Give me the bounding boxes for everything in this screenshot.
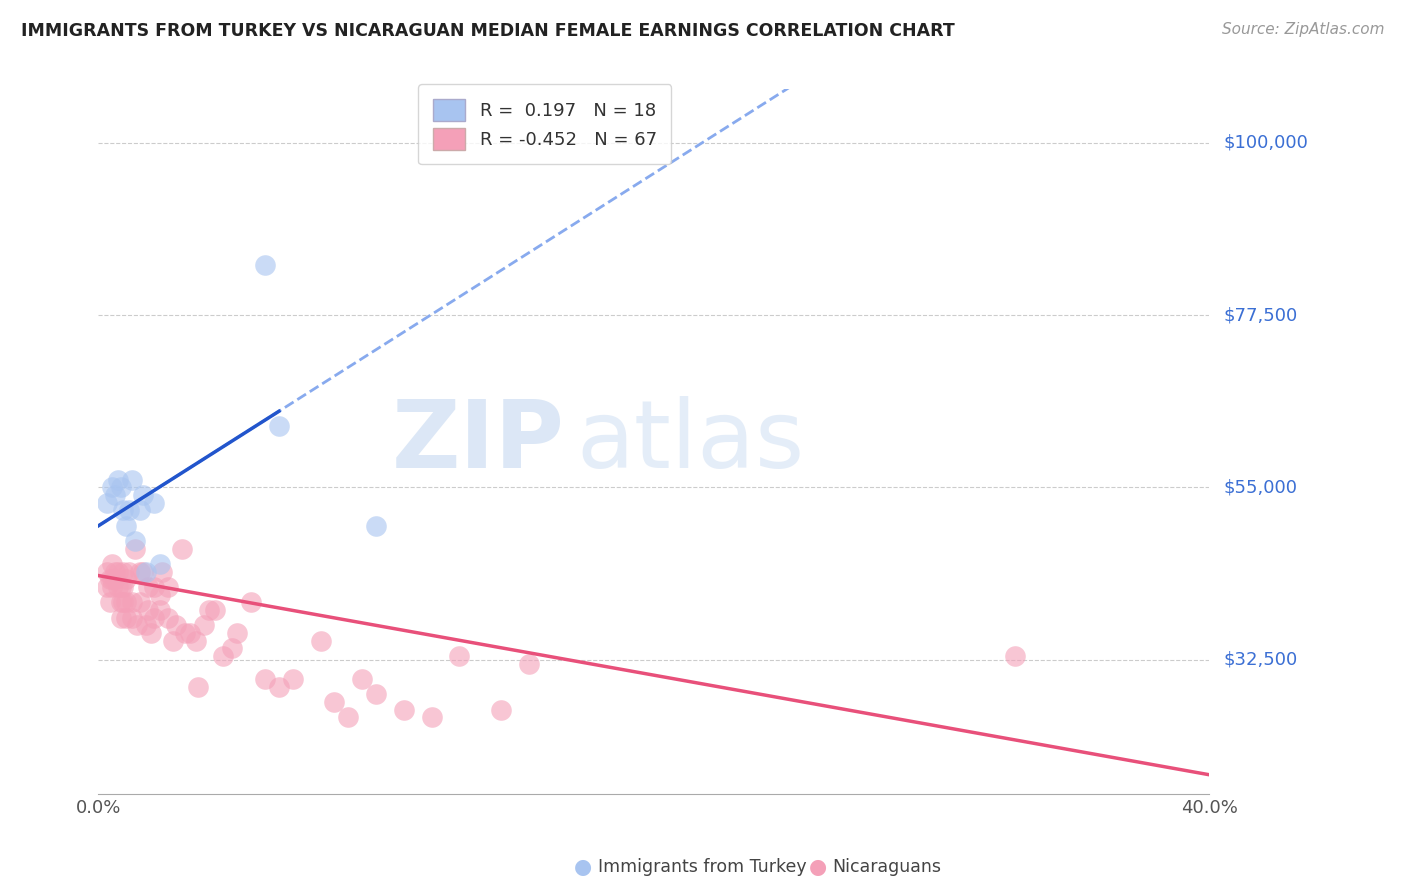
Point xyxy=(337,710,360,724)
Point xyxy=(129,565,152,579)
Text: $77,500: $77,500 xyxy=(1223,306,1298,324)
Point xyxy=(98,573,121,587)
Point xyxy=(132,565,155,579)
Point xyxy=(112,580,135,594)
Point xyxy=(96,496,118,510)
Point xyxy=(323,695,346,709)
Text: atlas: atlas xyxy=(576,395,804,488)
Point xyxy=(156,580,179,594)
Point xyxy=(184,633,207,648)
Point xyxy=(392,703,415,717)
Text: ZIP: ZIP xyxy=(392,395,565,488)
Point xyxy=(366,518,388,533)
Point xyxy=(366,687,388,701)
Point xyxy=(121,610,143,624)
Point xyxy=(110,595,132,609)
Point xyxy=(101,580,124,594)
Text: $32,500: $32,500 xyxy=(1223,651,1298,669)
Point xyxy=(148,588,170,602)
Point xyxy=(162,633,184,648)
Point xyxy=(143,580,166,594)
Point xyxy=(121,473,143,487)
Point xyxy=(118,565,141,579)
Point xyxy=(96,580,118,594)
Point xyxy=(110,481,132,495)
Point xyxy=(135,565,157,579)
Point xyxy=(148,603,170,617)
Point xyxy=(115,610,138,624)
Text: Immigrants from Turkey: Immigrants from Turkey xyxy=(598,858,806,876)
Point xyxy=(193,618,215,632)
Text: Nicaraguans: Nicaraguans xyxy=(832,858,942,876)
Point xyxy=(240,595,263,609)
Point xyxy=(253,258,276,272)
Point xyxy=(143,610,166,624)
Point xyxy=(148,557,170,571)
Legend: R =  0.197   N = 18, R = -0.452   N = 67: R = 0.197 N = 18, R = -0.452 N = 67 xyxy=(419,84,672,164)
Point xyxy=(517,657,540,671)
Point xyxy=(115,518,138,533)
Text: ●: ● xyxy=(575,857,592,877)
Text: $55,000: $55,000 xyxy=(1223,478,1298,497)
Point xyxy=(107,565,129,579)
Point xyxy=(132,488,155,502)
Point xyxy=(170,541,193,556)
Point xyxy=(179,626,201,640)
Point xyxy=(101,573,124,587)
Text: IMMIGRANTS FROM TURKEY VS NICARAGUAN MEDIAN FEMALE EARNINGS CORRELATION CHART: IMMIGRANTS FROM TURKEY VS NICARAGUAN MED… xyxy=(21,22,955,40)
Point xyxy=(309,633,332,648)
Point xyxy=(101,557,124,571)
Point xyxy=(173,626,195,640)
Point xyxy=(98,595,121,609)
Point xyxy=(141,626,163,640)
Point xyxy=(135,618,157,632)
Point xyxy=(104,573,127,587)
Point xyxy=(101,481,124,495)
Point xyxy=(212,648,235,663)
Point xyxy=(127,618,149,632)
Point xyxy=(104,565,127,579)
Text: ●: ● xyxy=(810,857,827,877)
Point xyxy=(156,610,179,624)
Point xyxy=(107,580,129,594)
Point xyxy=(115,573,138,587)
Point xyxy=(1004,648,1026,663)
Point xyxy=(138,603,160,617)
Text: $100,000: $100,000 xyxy=(1223,134,1308,152)
Point xyxy=(267,419,290,434)
Point xyxy=(150,565,173,579)
Point xyxy=(112,503,135,517)
Point xyxy=(112,565,135,579)
Point xyxy=(110,610,132,624)
Point xyxy=(96,565,118,579)
Point xyxy=(267,680,290,694)
Point xyxy=(118,503,141,517)
Point xyxy=(281,672,304,686)
Point xyxy=(115,595,138,609)
Point xyxy=(124,534,146,549)
Point xyxy=(420,710,443,724)
Point xyxy=(104,488,127,502)
Point xyxy=(121,595,143,609)
Point xyxy=(165,618,187,632)
Point xyxy=(198,603,221,617)
Point xyxy=(449,648,471,663)
Text: Source: ZipAtlas.com: Source: ZipAtlas.com xyxy=(1222,22,1385,37)
Point xyxy=(138,580,160,594)
Point xyxy=(187,680,209,694)
Point xyxy=(226,626,249,640)
Point xyxy=(110,580,132,594)
Point xyxy=(124,541,146,556)
Point xyxy=(107,473,129,487)
Point xyxy=(112,595,135,609)
Point xyxy=(129,503,152,517)
Point xyxy=(221,641,243,656)
Point xyxy=(253,672,276,686)
Point xyxy=(352,672,374,686)
Point xyxy=(143,496,166,510)
Point xyxy=(489,703,512,717)
Point xyxy=(204,603,226,617)
Point xyxy=(129,595,152,609)
